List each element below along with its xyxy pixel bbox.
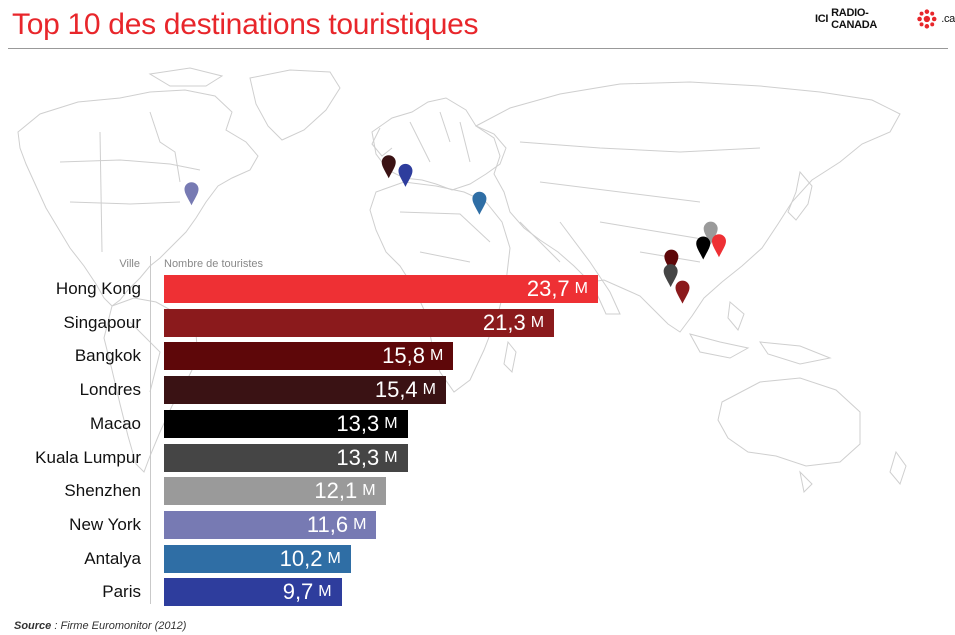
europe-outline bbox=[371, 97, 507, 191]
brand-ici: ICI bbox=[815, 13, 829, 25]
bar-value-label: 13,3 bbox=[336, 410, 380, 436]
bar-label: Londres bbox=[79, 380, 141, 400]
africa-outline bbox=[369, 181, 511, 393]
greenland-outline bbox=[249, 69, 341, 141]
map-pin-icon bbox=[184, 182, 199, 206]
source-note: Source : Firme Euromonitor (2012) bbox=[14, 620, 186, 632]
bar: 11,6 M bbox=[164, 510, 377, 539]
bar-value-label: 21,3 bbox=[482, 309, 526, 335]
bar-unit-label: M bbox=[430, 347, 444, 365]
bar-unit-label: M bbox=[422, 381, 436, 399]
bar-label: Macao bbox=[89, 413, 141, 433]
bar-value-label: 15,8 bbox=[382, 343, 425, 369]
bar-value-label: 23,7 bbox=[526, 276, 570, 301]
bar: 13,3 M bbox=[164, 443, 408, 472]
bar-unit-label: M bbox=[362, 482, 376, 500]
bar-label: Bangkok bbox=[74, 346, 141, 366]
japan-outline bbox=[787, 170, 813, 221]
bar-unit-label: M bbox=[327, 549, 341, 567]
bar-unit-label: M bbox=[384, 414, 398, 432]
map-pin-icon bbox=[663, 264, 678, 288]
chart-title: Top 10 des destinations touristiques bbox=[12, 8, 479, 41]
map-pin-icon bbox=[696, 236, 711, 260]
bar-value-label: 12,1 bbox=[314, 478, 358, 504]
source-text: : Firme Euromonitor (2012) bbox=[54, 620, 187, 632]
map-pin-icon bbox=[398, 163, 413, 187]
bar-value-label: 13,3 bbox=[336, 444, 380, 470]
map-pin-icon bbox=[664, 249, 679, 273]
map-pins bbox=[184, 155, 726, 304]
bar: 13,3 M bbox=[164, 409, 408, 438]
brand-name: RADIO-CANADA bbox=[831, 7, 878, 31]
bar: 10,2 M bbox=[164, 544, 351, 573]
bar-label: Hong Kong bbox=[55, 279, 141, 298]
map-pin-icon bbox=[711, 234, 726, 258]
world-map bbox=[17, 67, 907, 494]
map-pin-icon bbox=[381, 155, 396, 179]
australia-outline bbox=[717, 377, 861, 467]
bar-label: New York bbox=[69, 514, 141, 534]
radio-canada-gem-icon bbox=[917, 9, 937, 29]
bar-unit-label: M bbox=[318, 583, 332, 601]
bar-unit-label: M bbox=[574, 280, 588, 297]
column-header-nombre: Nombre de touristes bbox=[164, 258, 264, 270]
north-america-outline bbox=[17, 89, 259, 307]
column-header-ville: Ville bbox=[119, 258, 140, 270]
bar-label: Antalya bbox=[84, 548, 141, 568]
bar-label: Kuala Lumpur bbox=[35, 447, 141, 467]
bar: 15,8 M bbox=[164, 342, 454, 371]
bar: 15,4 M bbox=[164, 376, 446, 405]
map-pin-icon bbox=[472, 191, 487, 215]
brand-ca: .ca bbox=[941, 13, 955, 25]
bar-value-label: 9,7 bbox=[282, 579, 314, 605]
map-pin-icon bbox=[675, 280, 690, 304]
bar-label: Paris bbox=[102, 582, 141, 602]
bar-value-label: 11,6 bbox=[306, 511, 349, 537]
bar-unit-label: M bbox=[384, 448, 398, 466]
bar-label: Shenzhen bbox=[64, 481, 141, 501]
asia-outline bbox=[475, 81, 901, 333]
source-label: Source bbox=[14, 620, 52, 632]
bar: 9,7 M bbox=[164, 578, 342, 607]
bar-label: Singapour bbox=[63, 312, 141, 332]
title-divider bbox=[8, 48, 948, 49]
bar-unit-label: M bbox=[353, 515, 367, 533]
radio-canada-logo: ICI RADIO-CANADA .ca bbox=[815, 7, 955, 31]
map-pin-icon bbox=[703, 221, 718, 245]
bar-unit-label: M bbox=[530, 313, 545, 331]
bar: 21,3 M bbox=[164, 308, 555, 337]
y-axis-line bbox=[150, 256, 151, 604]
bar: 12,1 M bbox=[164, 477, 386, 506]
bar-value-label: 15,4 bbox=[374, 377, 418, 403]
bar-value-label: 10,2 bbox=[279, 545, 323, 571]
bar: 23,7 M bbox=[164, 275, 598, 303]
